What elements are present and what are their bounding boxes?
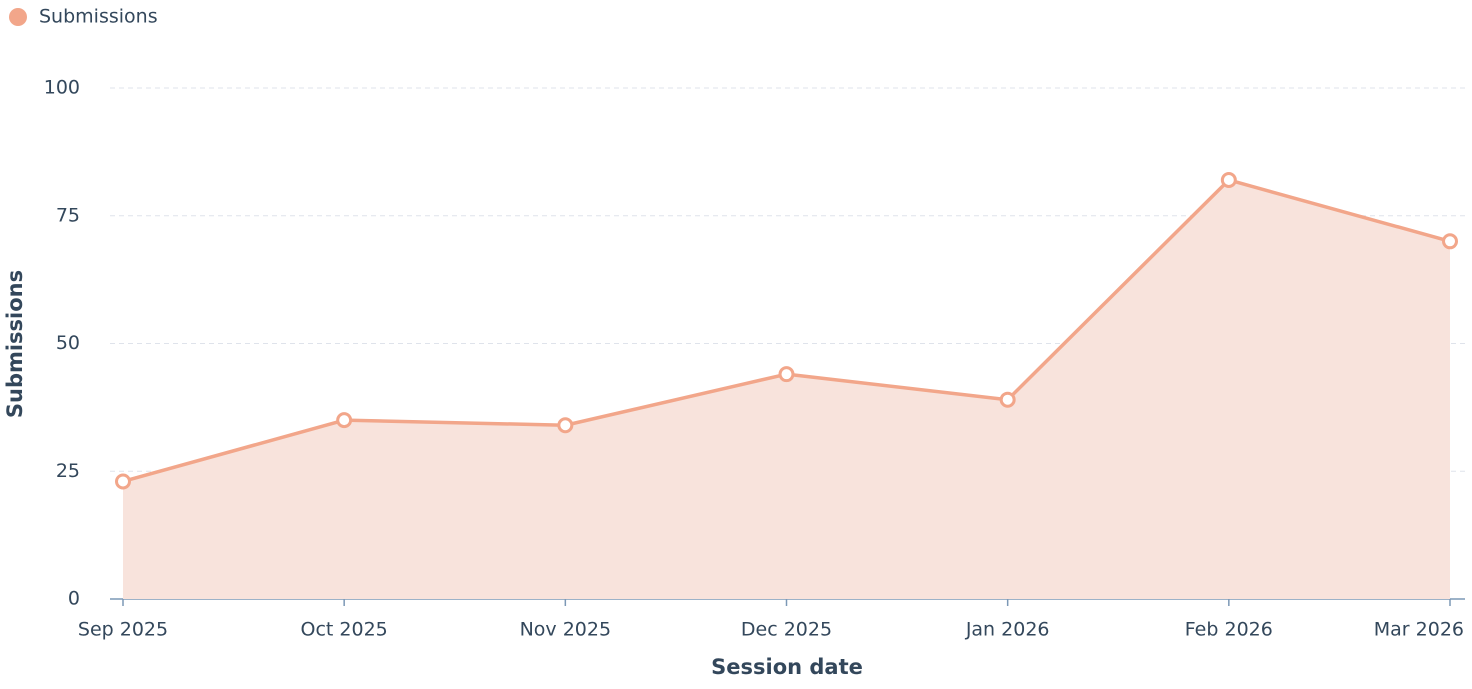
y-axis-title: Submissions: [3, 270, 27, 418]
x-tick-label: Sep 2025: [78, 619, 168, 641]
x-tick-label: Mar 2026: [1374, 619, 1464, 641]
x-tick-label: Oct 2025: [301, 619, 388, 641]
x-axis-title: Session date: [711, 655, 863, 679]
area-fill: [123, 179, 1450, 600]
y-tick-label: 100: [44, 77, 80, 99]
point: [778, 366, 795, 383]
x-tick-label: Nov 2025: [520, 619, 611, 641]
x-tick-label: Feb 2026: [1185, 619, 1273, 641]
point: [1442, 233, 1458, 250]
point: [557, 417, 574, 434]
point: [336, 412, 353, 429]
point: [1220, 171, 1237, 188]
point: [115, 473, 131, 490]
y-tick-label: 50: [56, 332, 80, 354]
legend-label: Submissions: [39, 6, 158, 28]
point: [999, 391, 1016, 408]
y-tick-label: 25: [56, 460, 80, 482]
legend-swatch: [9, 8, 27, 26]
y-tick-label: 0: [68, 588, 80, 610]
x-tick-label: Dec 2025: [741, 619, 832, 641]
x-tick-label: Jan 2026: [965, 619, 1050, 641]
y-tick-label: 75: [56, 204, 80, 226]
